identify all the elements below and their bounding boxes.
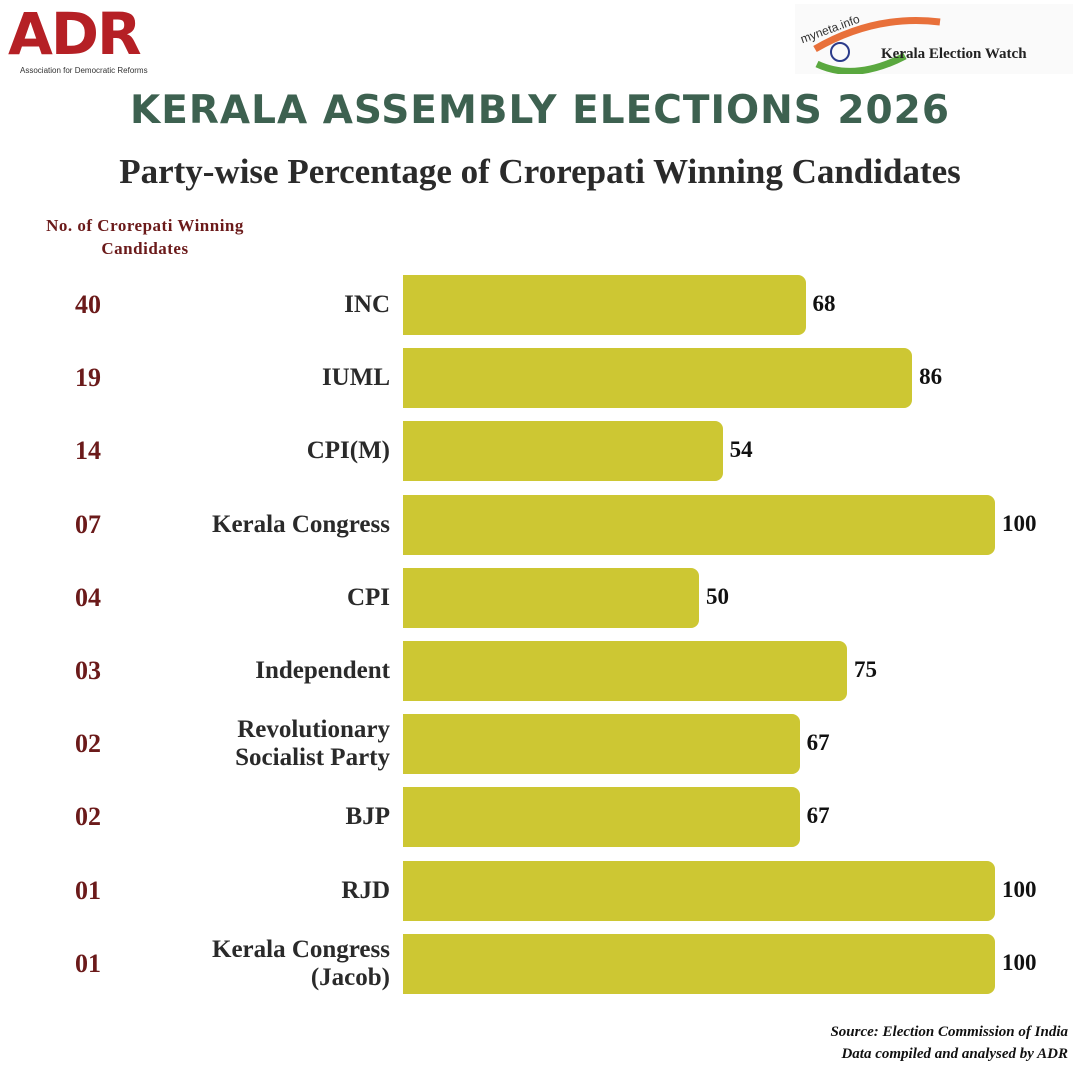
- count-label: 14: [75, 436, 101, 466]
- bar: [403, 494, 995, 555]
- count-label: 04: [75, 582, 101, 612]
- bar: [403, 567, 699, 628]
- count-label: 02: [75, 802, 101, 832]
- category-label: Kerala Congress: [212, 510, 390, 538]
- category-label: IUML: [321, 364, 390, 392]
- category-label: Revolutionary Socialist Party: [235, 716, 390, 772]
- myneta-swoosh: [813, 17, 941, 74]
- value-label: 75: [854, 657, 877, 682]
- count-label: 07: [75, 509, 101, 539]
- bar: [403, 714, 800, 775]
- bar: [403, 421, 723, 482]
- bar: [403, 860, 995, 921]
- value-label: 100: [1002, 876, 1037, 902]
- adr-logo-subtext: Association for Democratic Reforms: [20, 66, 148, 75]
- value-label: 68: [812, 291, 836, 316]
- count-label: 01: [75, 948, 101, 978]
- category-label: Independent: [255, 657, 390, 684]
- category-label: CPI(M): [306, 437, 390, 465]
- source-note: Source: Election Commission of India: [830, 1024, 1068, 1040]
- value-label: 67: [806, 730, 830, 756]
- count-label: 02: [75, 729, 101, 759]
- count-label: 40: [75, 290, 101, 319]
- category-label: BJP: [345, 803, 390, 831]
- watch-text: Kerala Election Watch: [881, 46, 1027, 62]
- credit-note: Data compiled and analysed by ADR: [841, 1046, 1068, 1062]
- count-header: No. of Crorepati Winning Candidates: [46, 216, 244, 258]
- category-label: INC: [344, 291, 390, 318]
- value-label: 54: [729, 437, 753, 463]
- category-label: CPI: [346, 583, 390, 611]
- myneta-logo: myneta.info Kerala Election Watch: [795, 4, 1073, 74]
- value-label: 100: [1002, 510, 1037, 536]
- bar: [403, 641, 847, 701]
- value-label: 67: [806, 803, 830, 829]
- bar: [403, 348, 913, 409]
- category-label: RJD: [341, 876, 390, 904]
- bar: [403, 933, 995, 994]
- adr-logo-text: ADR: [8, 0, 142, 68]
- chart-title: KERALA ASSEMBLY ELECTIONS 2026: [130, 88, 950, 133]
- bar: [403, 275, 806, 335]
- chart-subtitle: Party-wise Percentage of Crorepati Winni…: [119, 152, 961, 191]
- count-label: 01: [75, 875, 101, 905]
- value-label: 100: [1002, 949, 1037, 975]
- value-label: 50: [706, 583, 729, 609]
- count-label: 19: [75, 363, 101, 393]
- category-label: Kerala Congress (Jacob): [212, 935, 390, 991]
- adr-logo: ADR Association for Democratic Reforms: [8, 0, 168, 78]
- bar: [403, 787, 800, 848]
- count-label: 03: [75, 656, 101, 685]
- value-label: 86: [919, 364, 943, 390]
